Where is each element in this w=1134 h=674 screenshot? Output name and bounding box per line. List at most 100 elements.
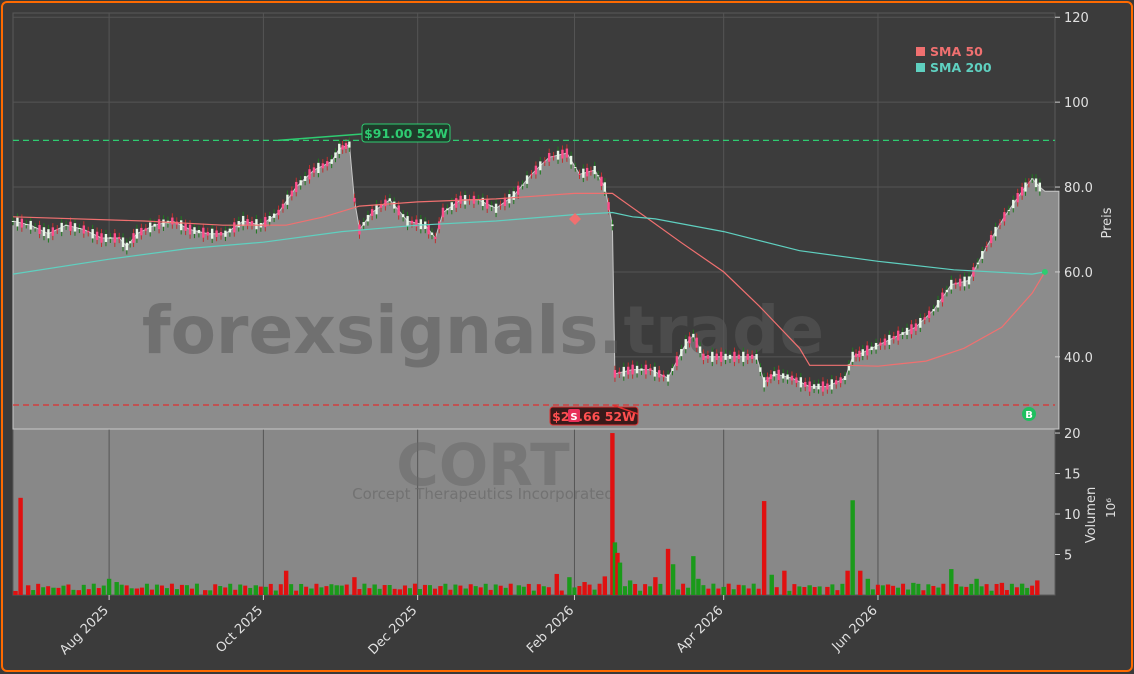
candle-down [879,342,882,346]
volume-bar [602,576,608,595]
volume-bar [61,585,66,595]
volume-bar [179,584,184,595]
candle-up [334,152,337,158]
volume-bar [865,578,871,595]
candle-up [611,224,614,227]
price-tick-label: 100 [1064,96,1089,111]
company-watermark: Corcept Therapeutics Incorporated [352,485,614,503]
volume-bar [835,590,840,595]
candle-down [808,381,811,392]
volume-bar [25,585,31,595]
volume-bar [372,584,377,595]
high-52w-label: $91.00 52W [364,126,448,141]
candle-up [16,217,19,227]
candle-down [486,199,489,209]
candle-up [603,182,607,192]
volume-bar [258,586,263,595]
volume-bar [448,589,453,595]
candle-down [118,237,121,239]
volume-bar [959,586,964,595]
volume-bar [936,587,941,595]
candle-down [353,197,356,202]
candle-down [790,375,794,381]
candle-down [171,217,174,225]
candle-up [812,384,816,389]
candle-up [224,230,227,237]
volume-bar [701,585,706,595]
candle-up [121,237,125,248]
volume-bar [218,586,223,595]
volume-bar [203,590,208,595]
candle-up [830,379,834,390]
volume-bar [711,583,716,595]
candle-down [607,202,610,211]
candle-up [963,276,966,287]
volume-bar [911,582,916,595]
candle-up [569,155,573,165]
candle-up [1038,182,1042,192]
candle-up [1031,178,1034,180]
candle-up [78,228,81,230]
candle-down [295,181,298,193]
volume-tick-label: 20 [1064,427,1081,442]
volume-bar [144,583,149,595]
candle-down [914,323,918,331]
candle-down [281,203,285,209]
candle-up [481,197,484,207]
volume-bar [746,588,751,595]
candle-down [627,366,630,375]
candle-up [401,214,405,218]
candle-down [547,152,551,162]
candle-up [521,184,524,186]
candle-up [574,167,577,169]
legend-label: SMA 200 [930,60,992,75]
candle-up [981,251,984,259]
candle-up [362,222,365,226]
candle-up [42,227,46,236]
candle-down [954,282,957,285]
volume-bar [263,586,268,595]
volume-bar [582,582,587,595]
candle-down [657,370,661,378]
volume-bar [129,588,134,595]
candle-down [600,176,603,187]
candle-up [330,159,333,164]
candle-down [341,145,344,150]
volume-bar [567,577,572,595]
volume-bar [559,590,564,595]
volume-bar [344,584,349,595]
volume-bar [969,583,974,595]
volume-bar [268,583,273,595]
candle-down [56,229,59,231]
candle-down [989,234,993,244]
candle-up [237,221,240,228]
candle-down [188,224,192,235]
volume-bar [949,569,954,595]
volume-bar [617,562,623,595]
price-tick-label: 120 [1064,11,1089,26]
volume-bar [463,588,468,595]
candle-up [905,327,909,335]
candle-up [317,162,320,174]
volume-bar [610,433,615,595]
volume-bar [367,588,372,595]
candle-up [843,376,847,381]
high-52w-box [361,123,451,143]
candle-down [434,236,437,239]
candle-down [38,225,41,234]
candle-up [666,374,670,382]
volume-bar [319,587,324,595]
candle-up [210,228,214,239]
volume-bar [840,583,845,595]
volume-bar [473,586,478,595]
price-tick-label: 60.0 [1064,266,1093,281]
candle-down [892,336,895,340]
candle-down [578,173,581,175]
candle-up [635,365,639,374]
volume-bar [387,585,392,595]
volume-bar [228,583,233,595]
candle-up [450,202,454,211]
volume-bar [86,589,91,595]
candle-down [585,167,589,177]
price-tick-label: 40.0 [1064,351,1093,366]
